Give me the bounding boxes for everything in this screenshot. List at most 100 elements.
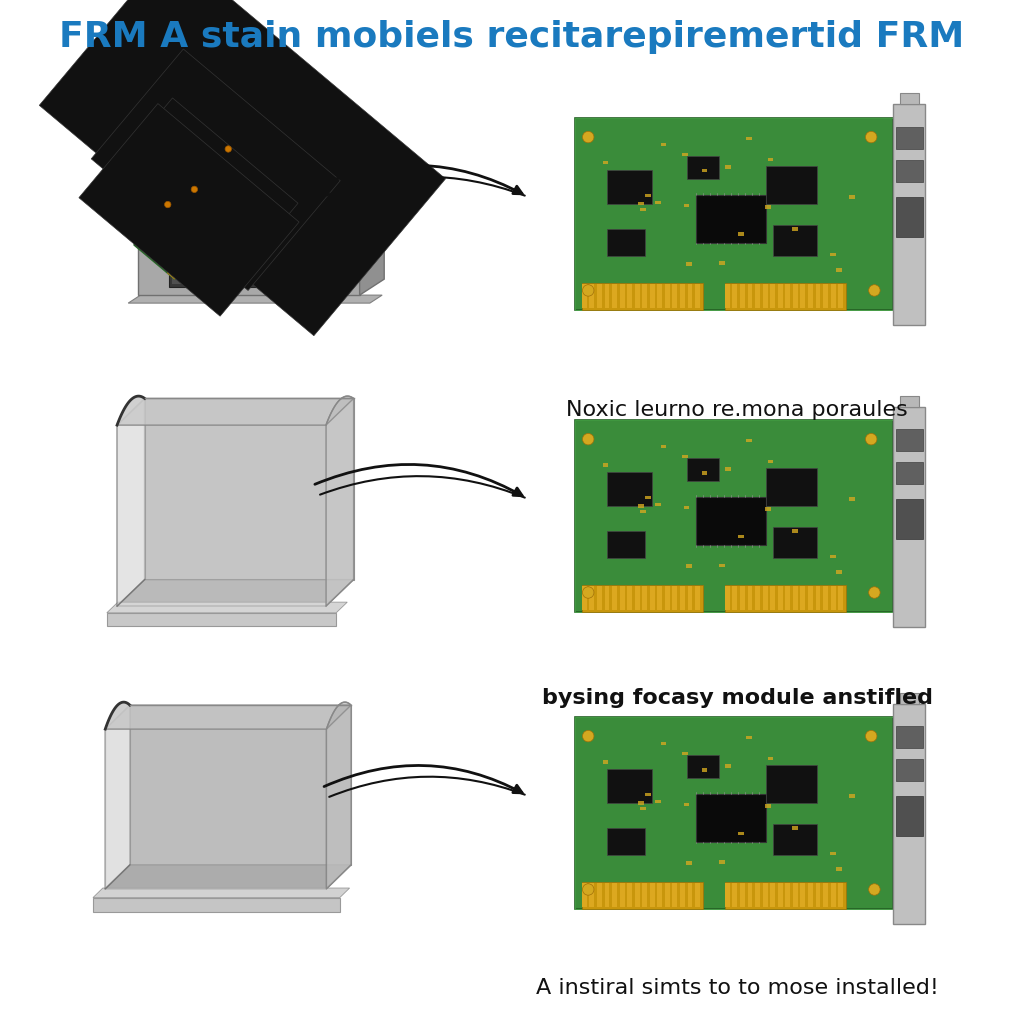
Bar	[695, 284, 700, 308]
Bar	[778, 883, 782, 907]
Bar	[894, 407, 926, 627]
Bar	[746, 439, 752, 442]
Polygon shape	[138, 178, 384, 194]
Bar	[792, 826, 798, 829]
Bar	[627, 883, 632, 907]
Bar	[650, 284, 654, 308]
Bar	[684, 204, 689, 208]
Bar	[638, 801, 644, 805]
Bar	[770, 284, 775, 308]
Bar	[766, 765, 817, 803]
Bar	[597, 284, 602, 308]
Polygon shape	[327, 706, 351, 889]
Bar	[738, 535, 744, 538]
Bar	[575, 118, 894, 309]
Polygon shape	[167, 126, 298, 280]
Polygon shape	[134, 98, 298, 280]
Bar	[655, 503, 660, 506]
Bar	[801, 586, 805, 610]
Bar	[738, 831, 744, 835]
Bar	[768, 158, 773, 161]
Bar	[650, 883, 654, 907]
Bar	[582, 585, 702, 611]
Bar	[660, 741, 667, 745]
Bar	[603, 760, 608, 764]
Bar	[657, 284, 663, 308]
Bar	[763, 883, 768, 907]
Bar	[896, 796, 923, 836]
Bar	[725, 283, 846, 309]
Bar	[755, 586, 760, 610]
Bar	[793, 883, 798, 907]
Bar	[896, 759, 923, 780]
Bar	[725, 882, 846, 908]
Circle shape	[165, 202, 171, 208]
Bar	[808, 586, 813, 610]
Bar	[732, 586, 737, 610]
Bar	[738, 232, 744, 236]
Bar	[640, 807, 646, 810]
Bar	[590, 586, 594, 610]
Bar	[684, 803, 689, 807]
Bar	[815, 586, 820, 610]
Bar	[660, 142, 667, 146]
Polygon shape	[117, 425, 326, 606]
Bar	[830, 883, 836, 907]
Bar	[612, 284, 617, 308]
Bar	[896, 429, 923, 451]
Bar	[655, 201, 660, 204]
Bar	[755, 883, 760, 907]
Bar	[642, 284, 647, 308]
Polygon shape	[91, 49, 340, 291]
Bar	[627, 586, 632, 610]
Bar	[695, 883, 700, 907]
Bar	[642, 883, 647, 907]
Bar	[635, 883, 640, 907]
Bar	[801, 883, 805, 907]
Bar	[635, 586, 640, 610]
Bar	[785, 586, 791, 610]
Bar	[695, 586, 700, 610]
Circle shape	[191, 186, 198, 193]
Bar	[597, 883, 602, 907]
Bar	[778, 284, 782, 308]
Bar	[612, 586, 617, 610]
Circle shape	[583, 587, 594, 598]
Bar	[746, 736, 752, 739]
Bar	[740, 586, 744, 610]
Bar	[896, 160, 923, 181]
Bar	[657, 586, 663, 610]
Bar	[607, 769, 652, 803]
Bar	[748, 586, 753, 610]
Bar	[792, 227, 798, 230]
Bar	[900, 692, 919, 703]
Circle shape	[583, 433, 594, 444]
Bar	[725, 764, 731, 768]
Polygon shape	[105, 702, 351, 729]
Bar	[849, 795, 855, 798]
Text: FRM A stain mobiels recitarepiremertid FRM: FRM A stain mobiels recitarepiremertid F…	[59, 20, 965, 54]
Bar	[620, 586, 625, 610]
Text: A instiral simts to to mose installed!: A instiral simts to to mose installed!	[536, 978, 939, 998]
Bar	[746, 137, 752, 140]
Bar	[839, 586, 843, 610]
Bar	[740, 883, 744, 907]
Bar	[603, 463, 608, 467]
Circle shape	[868, 587, 880, 598]
Bar	[765, 507, 770, 511]
Bar	[793, 586, 798, 610]
Bar	[687, 284, 692, 308]
Bar	[604, 284, 609, 308]
Circle shape	[583, 285, 594, 296]
Circle shape	[583, 730, 594, 741]
Bar	[830, 555, 837, 558]
Bar	[900, 395, 919, 407]
Bar	[635, 284, 640, 308]
Bar	[894, 104, 926, 325]
Bar	[725, 585, 846, 611]
Bar	[660, 444, 667, 449]
Bar	[604, 883, 609, 907]
Polygon shape	[117, 396, 353, 425]
Bar	[766, 166, 817, 204]
Bar	[106, 612, 336, 626]
